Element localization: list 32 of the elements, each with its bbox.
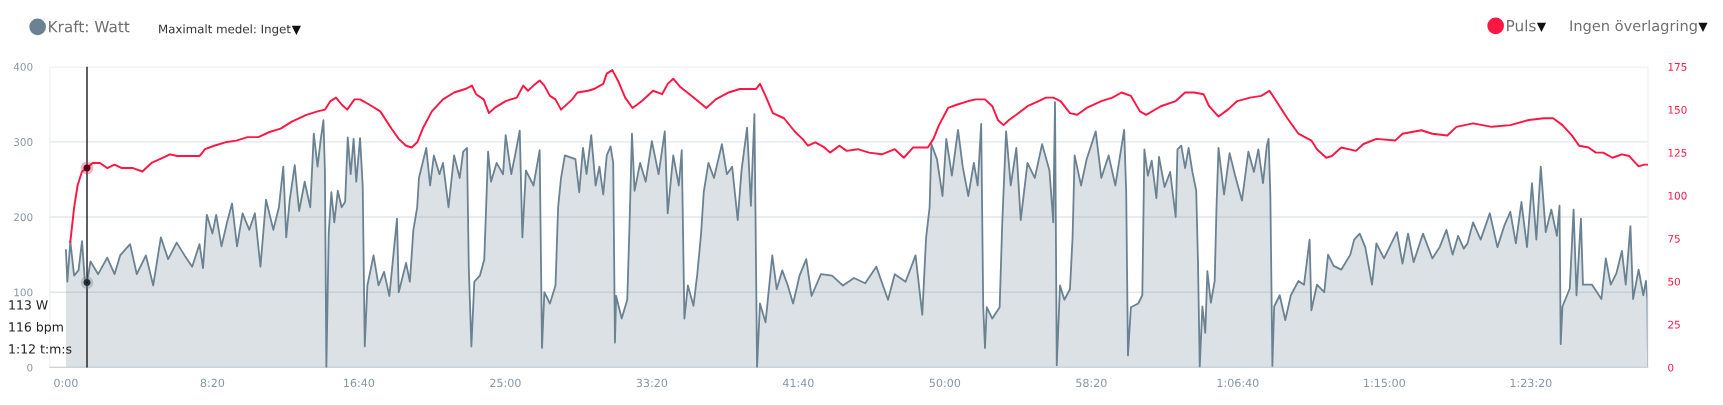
x-tick-label: 0:00 xyxy=(54,378,78,388)
x-tick-label: 16:40 xyxy=(344,378,375,388)
y2-tick-label: 50 xyxy=(1668,277,1681,286)
annotation: 116 bpm xyxy=(9,321,63,335)
x-tick-label: 41:40 xyxy=(782,378,814,388)
y2-tick-label: 125 xyxy=(1668,148,1687,157)
x-tick-label: 1:23:20 xyxy=(1510,378,1552,388)
legend-label: Kraft: Watt xyxy=(49,20,130,33)
y2-tick-label: 25 xyxy=(1668,320,1680,329)
y2-tick-label: 150 xyxy=(1668,105,1687,114)
line-series xyxy=(69,69,1648,243)
text: Ingen överlagring xyxy=(1570,19,1697,35)
x-tick-label: 25:00 xyxy=(490,378,521,388)
x-tick-label: 1:15:00 xyxy=(1364,378,1405,388)
y2-tick-label: 100 xyxy=(1668,191,1687,200)
text: 113 W xyxy=(9,300,48,310)
x-tick-label: 50:00 xyxy=(929,378,961,388)
y2-tick-label: 0 xyxy=(1668,363,1674,372)
x-tick-label: 1:06:40 xyxy=(1217,378,1259,388)
annotation: 1:12 t:m:s xyxy=(9,344,72,354)
x-tick-label: 58:20 xyxy=(1076,378,1107,388)
y-tick-label: 400 xyxy=(13,62,33,71)
y-tick-label: 200 xyxy=(14,213,33,222)
x-tick-label: 33:20 xyxy=(636,378,668,388)
y-tick-label: 0 xyxy=(27,363,33,372)
legend-label: Puls xyxy=(1507,19,1536,32)
text: Maximalt medel: Inget xyxy=(159,24,291,36)
y2-tick-label: 175 xyxy=(1668,63,1687,71)
x-tick-label: 8:20 xyxy=(200,378,225,388)
y-tick-label: 300 xyxy=(14,138,33,146)
y2-tick-label: 75 xyxy=(1668,234,1680,243)
y-tick-label: 100 xyxy=(14,288,33,297)
